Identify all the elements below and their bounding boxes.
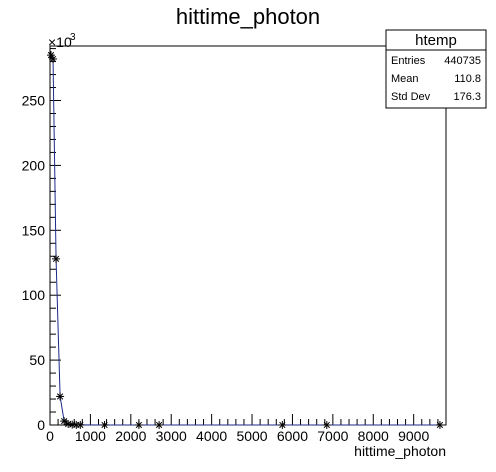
chart-title: hittime_photon xyxy=(176,4,320,29)
stats-title: htemp xyxy=(415,32,457,49)
marker-stroke xyxy=(101,421,108,429)
data-point-marker xyxy=(56,392,65,401)
data-point-marker xyxy=(278,420,287,429)
x-tick-label: 1000 xyxy=(75,428,106,444)
x-axis-title: hittime_photon xyxy=(354,443,446,459)
x-axis: 0 1000 2000 3000 4000 5000 6000 7000 8000 9000 xyxy=(46,414,447,444)
y-axis: 0 50 100 150 200 250 xyxy=(22,48,61,433)
data-point-marker xyxy=(322,420,331,429)
y-tick-label: 250 xyxy=(22,93,46,109)
marker-stroke xyxy=(436,421,444,429)
x-tick-label: 2000 xyxy=(115,428,146,444)
data-point-marker xyxy=(435,420,444,429)
x-tick-label: 6000 xyxy=(277,428,308,444)
marker-stroke xyxy=(49,55,57,63)
data-series xyxy=(47,51,444,429)
y-multiplier-exponent: 3 xyxy=(70,32,76,43)
marker-stroke xyxy=(155,421,163,429)
data-point-marker xyxy=(100,420,109,429)
marker-stroke xyxy=(47,51,55,59)
marker-stroke xyxy=(279,421,286,429)
data-point-marker xyxy=(52,254,61,263)
stats-box-frame xyxy=(385,29,487,109)
x-tick-label: 3000 xyxy=(156,428,187,444)
x-tick-label: 9000 xyxy=(398,428,429,444)
stats-stddev-label: Std Dev xyxy=(391,91,431,103)
data-point-marker xyxy=(60,417,69,426)
x-tick-label: 4000 xyxy=(196,428,227,444)
x-tick-label: 5000 xyxy=(236,428,267,444)
stats-entries-value: 440735 xyxy=(444,55,481,67)
marker-stroke xyxy=(135,421,143,429)
data-point-marker xyxy=(155,420,164,429)
y-tick-label: 150 xyxy=(22,222,46,238)
x-tick-label: 7000 xyxy=(317,428,348,444)
marker-stroke xyxy=(56,393,64,400)
y-tick-label: 0 xyxy=(37,417,45,433)
marker-stroke xyxy=(52,255,60,263)
stats-mean-label: Mean xyxy=(391,73,419,85)
x-tick-label: 0 xyxy=(46,428,54,444)
data-point-marker xyxy=(49,54,58,63)
y-multiplier: ×10 3 xyxy=(48,32,76,50)
data-point-marker xyxy=(76,420,85,429)
stats-box: htemp Entries 440735 Mean 110.8 Std Dev … xyxy=(385,29,487,109)
y-tick-label: 50 xyxy=(29,352,45,368)
y-tick-label: 100 xyxy=(22,287,46,303)
y-multiplier-label: ×10 xyxy=(48,34,72,50)
marker-stroke xyxy=(323,421,330,429)
x-tick-label: 8000 xyxy=(358,428,389,444)
marker-stroke xyxy=(60,417,68,425)
stats-stddev-value: 176.3 xyxy=(453,91,481,103)
y-tick-label: 200 xyxy=(22,157,46,173)
data-point-marker xyxy=(134,420,143,429)
marker-stroke xyxy=(77,421,84,429)
stats-mean-value: 110.8 xyxy=(454,73,481,85)
plot-area: 0 1000 2000 3000 4000 5000 6000 7000 8000 9000 0 5… xyxy=(22,45,447,444)
stats-entries-label: Entries xyxy=(391,55,426,67)
